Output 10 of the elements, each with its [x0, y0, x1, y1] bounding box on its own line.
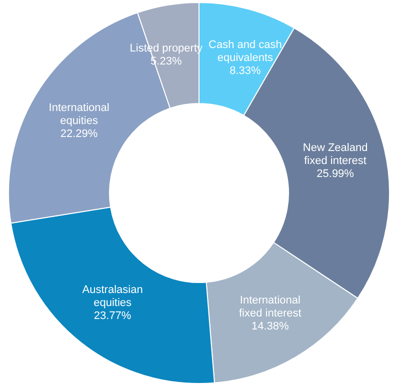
data-label: 14.38% — [252, 320, 290, 333]
slice-label: International fixed interest — [238, 294, 302, 320]
slice-label: Australasian equities — [82, 284, 143, 310]
slice-label: International equities — [48, 102, 110, 127]
data-label: 8.33% — [230, 64, 262, 77]
data-label: 25.99% — [316, 168, 354, 180]
data-label: 22.29% — [60, 128, 98, 140]
data-label: 23.77% — [94, 310, 132, 322]
slice-label: Cash and cash equivalents — [208, 38, 282, 64]
slice-label: New Zealand fixed interest — [302, 142, 368, 168]
